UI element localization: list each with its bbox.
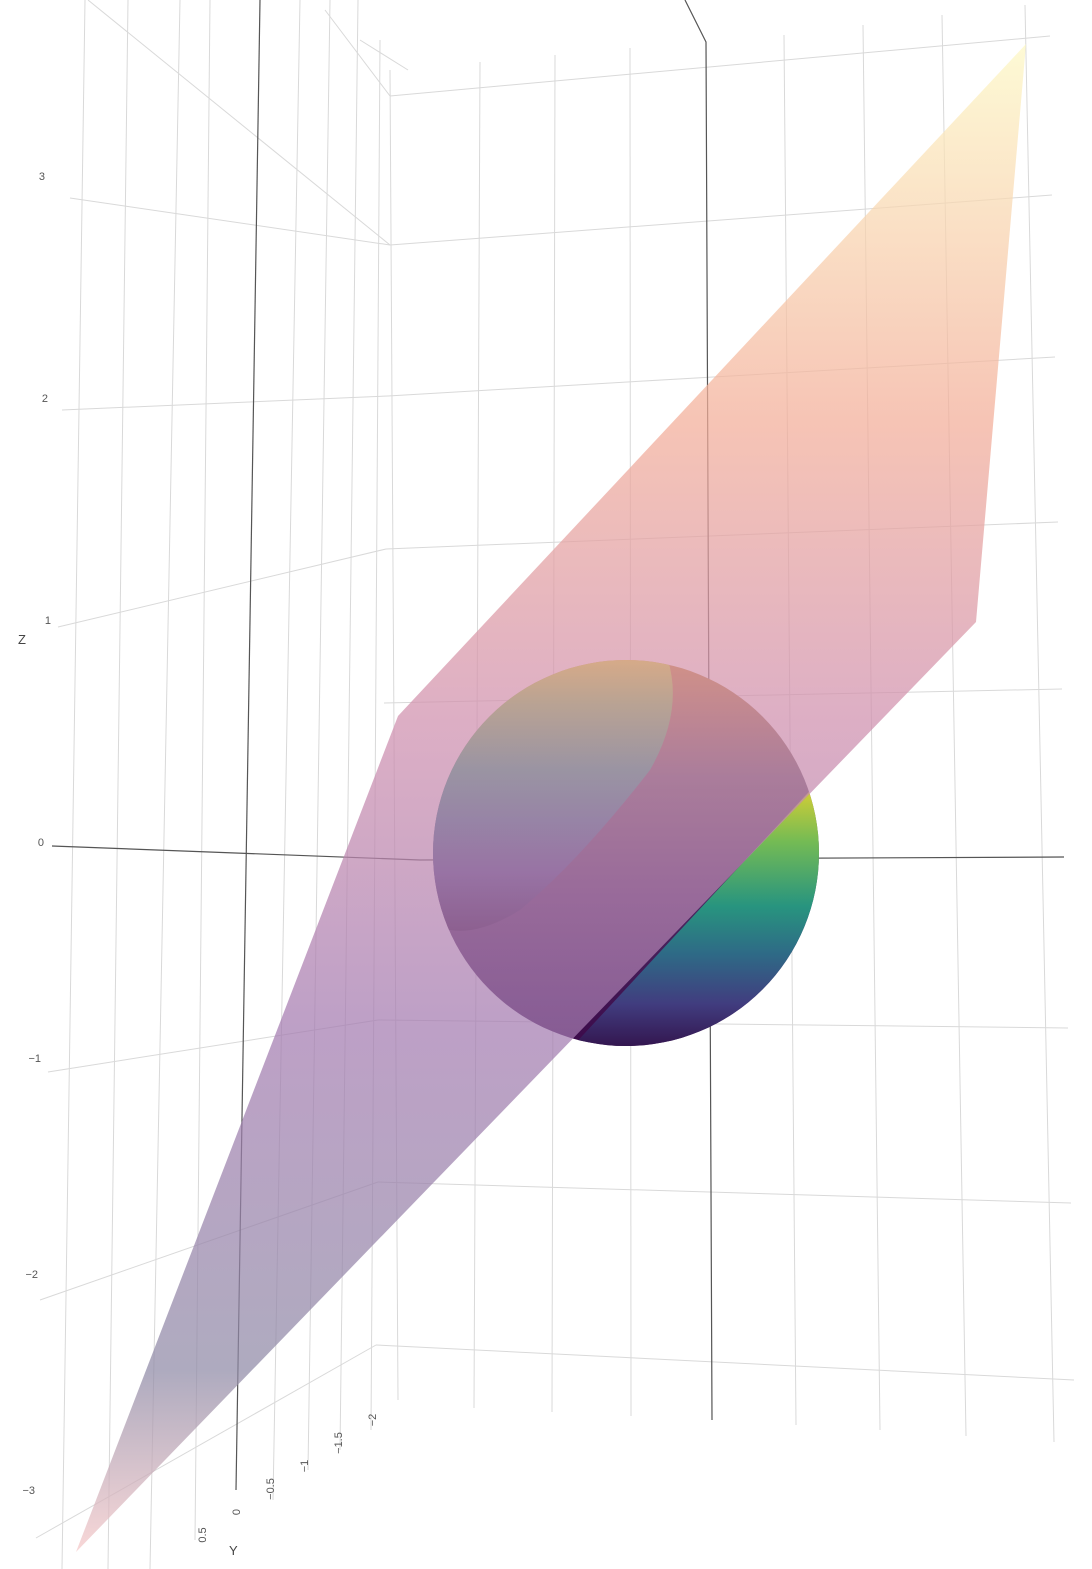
y-tick-label: 0.5 <box>197 1527 209 1542</box>
y-axis-title: Y <box>229 1543 238 1558</box>
z-tick-label: 2 <box>42 393 48 405</box>
z-tick-label: −3 <box>22 1485 35 1497</box>
z-tick-label: 1 <box>45 615 51 627</box>
y-tick-label: −1.5 <box>333 1432 345 1454</box>
z-axis-title: Z <box>18 632 26 647</box>
z-axis-ticks: 3 2 1 0 −1 −2 −3 <box>22 171 51 1497</box>
plane-surface[interactable] <box>76 44 1026 1552</box>
z-tick-label: 0 <box>38 837 44 849</box>
z-tick-label: −1 <box>28 1053 41 1065</box>
y-tick-label: 0 <box>231 1509 243 1515</box>
z-tick-label: −2 <box>25 1269 38 1281</box>
y-tick-label: −2 <box>367 1414 379 1427</box>
y-tick-label: −0.5 <box>265 1478 277 1500</box>
y-tick-label: −1 <box>299 1460 311 1473</box>
y-axis-ticks: −2 −1.5 −1 −0.5 0 0.5 <box>197 1414 379 1543</box>
z-tick-label: 3 <box>39 171 45 183</box>
